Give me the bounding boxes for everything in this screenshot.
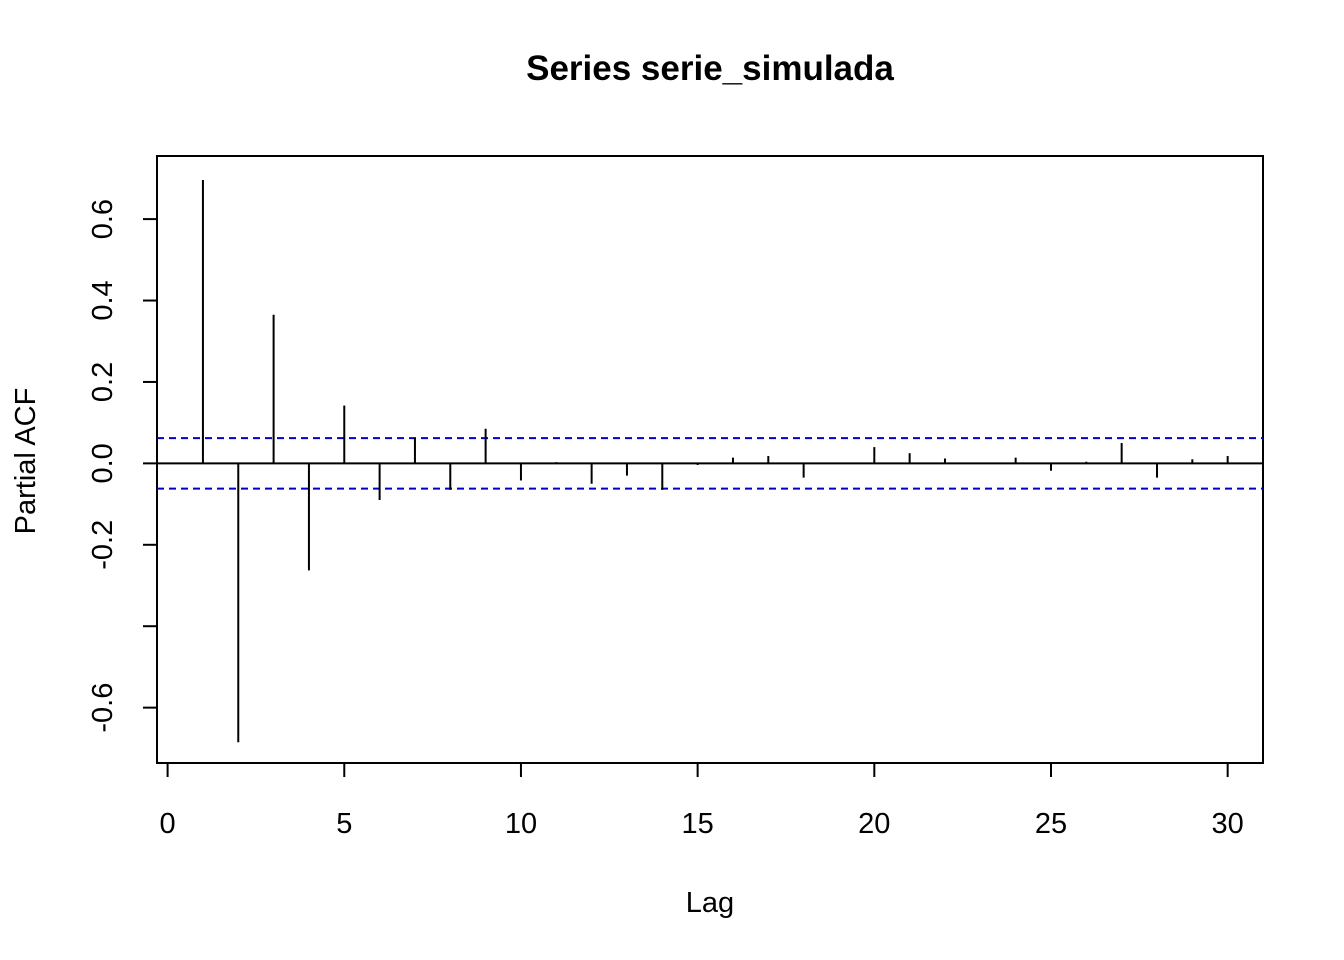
x-tick-label: 20 bbox=[858, 808, 890, 840]
y-tick-label: 0.0 bbox=[87, 443, 119, 483]
y-tick-label: -0.6 bbox=[87, 683, 119, 733]
x-axis-label: Lag bbox=[686, 887, 734, 919]
y-axis-label: Partial ACF bbox=[10, 388, 42, 535]
x-tick-label: 30 bbox=[1212, 808, 1244, 840]
y-tick-label: 0.4 bbox=[87, 280, 119, 320]
y-tick-label: 0.6 bbox=[87, 199, 119, 239]
x-tick-label: 0 bbox=[160, 808, 176, 840]
chart-title: Series serie_simulada bbox=[526, 49, 894, 88]
x-tick-label: 5 bbox=[336, 808, 352, 840]
plot-layer: 0 5 10 15 20 25 30 -0.6 -0.2 0.0 0.2 0.4 0.6 bbox=[87, 180, 1263, 840]
y-tick-label: -0.2 bbox=[87, 520, 119, 570]
x-tick-label: 15 bbox=[681, 808, 713, 840]
plot-frame bbox=[156, 155, 1264, 764]
x-tick-label: 10 bbox=[505, 808, 537, 840]
x-tick-label: 25 bbox=[1035, 808, 1067, 840]
y-tick-label: 0.2 bbox=[87, 362, 119, 402]
